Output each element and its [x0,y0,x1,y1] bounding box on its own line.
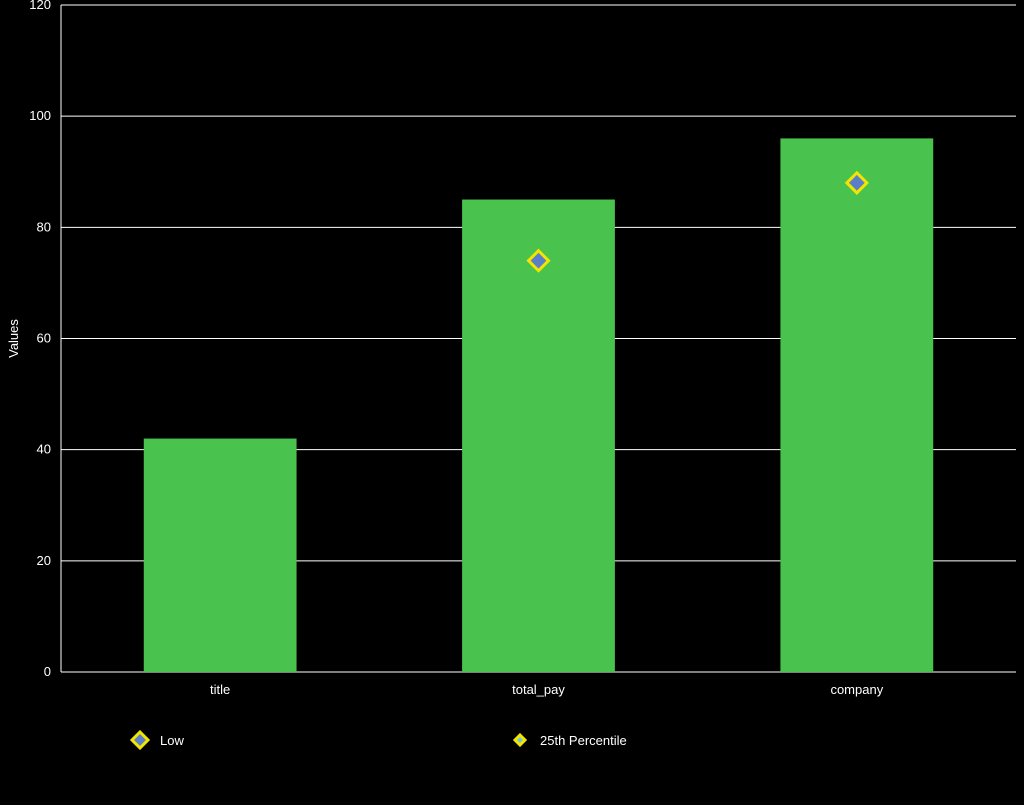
y-axis-label: Values [6,319,21,358]
y-tick-label: 100 [29,108,51,123]
x-tick-label: total_pay [512,682,565,697]
legend-label: Low [160,733,184,748]
bar [144,439,297,672]
legend-swatch-diamond [515,735,525,745]
x-tick-label: company [830,682,883,697]
chart-svg: 0 20 40 60 80 100 120 title total_pay company Valu… [0,0,1024,805]
legend-label: 25th Percentile [540,733,627,748]
y-tick-label: 0 [44,664,51,679]
y-tick-label: 20 [37,553,51,568]
bar [780,138,933,672]
y-tick-label: 120 [29,0,51,12]
chart-container: 0 20 40 60 80 100 120 title total_pay company Valu… [0,0,1024,805]
y-tick-label: 80 [37,219,51,234]
y-tick-label: 60 [37,331,51,346]
x-tick-label: title [210,682,230,697]
y-tick-label: 40 [37,442,51,457]
